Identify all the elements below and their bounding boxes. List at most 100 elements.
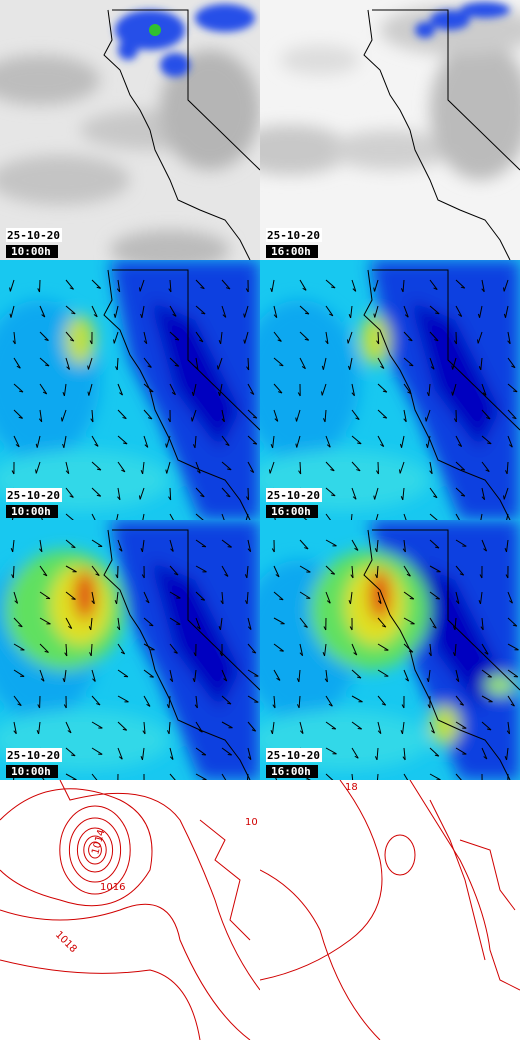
wind-arrow-head	[88, 626, 92, 631]
wind-arrow	[429, 747, 440, 757]
wind-arrow-head	[506, 730, 510, 735]
wind-arrow-head	[251, 729, 256, 732]
wind-arrow	[507, 617, 518, 627]
wind-arrow	[402, 279, 405, 293]
wind-arrow	[169, 643, 178, 654]
wind-arrow	[403, 617, 415, 625]
wind-arrow-head	[243, 339, 246, 344]
wind-arrow-head	[460, 286, 465, 289]
wind-arrow	[39, 331, 49, 341]
wind-arrow	[63, 383, 67, 396]
wind-arrow	[429, 591, 441, 600]
wind-zone	[360, 315, 390, 365]
wind-arrow	[195, 539, 207, 548]
wind-arrow	[298, 669, 301, 682]
wind-arrow	[90, 643, 93, 657]
panel-time: 16:00h	[271, 245, 311, 258]
wind-arrow	[65, 773, 77, 780]
wind-arrow	[141, 539, 145, 552]
wind-arrow-head	[303, 625, 308, 628]
wind-arrow-head	[223, 678, 228, 682]
wind-arrow-head	[376, 470, 379, 475]
time-box	[6, 505, 58, 518]
wind-arrow	[374, 487, 379, 500]
date-box	[6, 488, 62, 502]
wind-arrow	[221, 747, 233, 756]
wind-arrow	[35, 461, 41, 474]
wind-arrow-head	[435, 312, 440, 315]
wind-arrow-head	[458, 313, 462, 317]
wind-arrow	[429, 773, 441, 780]
wind-arrow	[117, 279, 121, 292]
wind-arrow	[113, 331, 119, 344]
wind-arrow	[272, 435, 275, 448]
wind-arrow	[481, 695, 493, 703]
wind-arrow	[195, 747, 207, 756]
wind-arrow	[321, 383, 327, 396]
wind-arrow-head	[43, 573, 48, 577]
coastline	[103, 9, 251, 260]
wind-arrow	[351, 279, 357, 292]
wind-arrow-head	[401, 704, 405, 709]
wind-arrow	[454, 617, 457, 631]
wind-arrow-head	[222, 314, 227, 318]
map-panel: 25-10-20 16:00h	[260, 520, 520, 780]
wind-arrow	[90, 617, 93, 630]
wind-arrow	[377, 695, 387, 706]
wind-arrow	[324, 409, 327, 423]
wind-arrow-head	[299, 730, 304, 734]
wind-arrow	[377, 617, 387, 628]
wind-arrow	[429, 539, 440, 549]
isobar	[384, 834, 416, 876]
wind-arrow-head	[348, 314, 352, 319]
wind-arrow-head	[477, 313, 481, 318]
wind-field	[0, 260, 260, 520]
wind-arrow	[455, 695, 465, 706]
wind-arrow-head	[405, 678, 409, 682]
wind-arrow-head	[507, 340, 511, 345]
map-panel: 25-10-20 10:00h	[0, 520, 260, 780]
wind-arrow	[39, 617, 51, 625]
isobar-label: 1016	[100, 882, 125, 893]
wind-arrow-head	[505, 470, 508, 475]
wind-arrow-head	[508, 444, 513, 448]
wind-arrow-head	[279, 598, 284, 601]
wind-arrow	[375, 513, 379, 520]
wind-arrow	[429, 331, 439, 342]
wind-arrow	[273, 695, 276, 708]
wind-arrow-head	[434, 546, 440, 549]
wind-arrow	[247, 669, 259, 677]
wind-arrow	[36, 435, 41, 448]
wind-arrow-head	[357, 728, 362, 730]
wind-arrow-head	[67, 730, 72, 734]
isobar-label: 10	[245, 817, 258, 828]
wind-arrow	[246, 591, 249, 605]
cloud-field	[0, 50, 260, 260]
date-box	[266, 228, 322, 242]
wind-arrow	[247, 357, 250, 371]
wind-arrow	[117, 643, 126, 655]
coastline	[363, 529, 511, 780]
wind-zone	[65, 315, 95, 365]
wind-arrow	[325, 461, 335, 472]
wind-arrow	[403, 305, 409, 318]
wind-arrow-head	[295, 443, 298, 448]
wind-arrow-head	[226, 495, 231, 498]
wind-arrow	[403, 591, 415, 600]
wind-arrow	[195, 331, 204, 343]
wind-arrow	[401, 435, 405, 448]
wind-arrow	[91, 721, 103, 729]
wind-arrow	[63, 435, 67, 448]
wind-arrow	[507, 643, 519, 651]
wind-zone	[410, 560, 500, 710]
wind-arrow	[376, 565, 379, 579]
wind-arrow-head	[226, 702, 232, 705]
wind-arrow-head	[381, 625, 387, 628]
wind-arrow	[377, 591, 382, 604]
wind-arrow-head	[91, 600, 95, 605]
wind-arrow	[351, 643, 358, 656]
wind-arrow-head	[373, 495, 376, 500]
wind-arrow	[428, 669, 431, 682]
wind-arrow	[247, 461, 255, 473]
wind-arrow-head	[17, 703, 22, 707]
